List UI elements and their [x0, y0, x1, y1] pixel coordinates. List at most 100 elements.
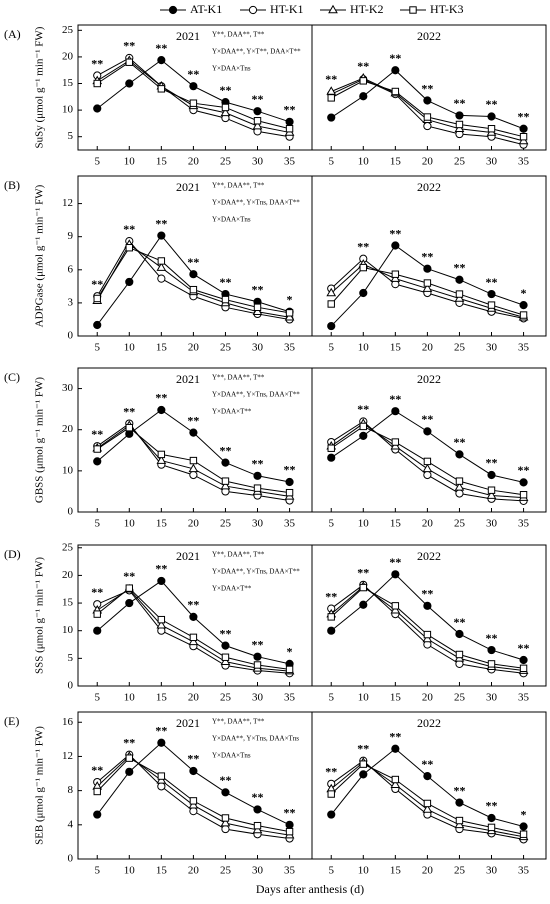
marker	[189, 766, 198, 776]
significance-mark: **	[325, 72, 337, 86]
significance-mark: **	[486, 631, 498, 645]
y-tick-label: 8	[68, 784, 74, 796]
marker	[157, 772, 166, 780]
stat-annotation: Y×DAA×Tns	[212, 216, 251, 224]
significance-mark: **	[389, 51, 401, 65]
y-tick-label: 12	[62, 750, 73, 762]
marker	[327, 453, 336, 462]
x-tick-label: 35	[518, 865, 530, 877]
marker	[93, 104, 102, 113]
x-tick-label: 10	[358, 865, 370, 877]
significance-mark: **	[155, 41, 167, 55]
x-tick-label: 5	[328, 692, 334, 704]
x-tick-label: 5	[94, 518, 100, 530]
significance-mark: **	[252, 283, 264, 297]
marker	[454, 293, 465, 302]
marker	[125, 244, 133, 252]
legend-marker	[168, 5, 178, 15]
panel-title: 2021	[176, 180, 200, 194]
y-tick-label: 10	[62, 464, 74, 476]
marker	[455, 290, 464, 298]
marker	[189, 797, 198, 805]
stat-annotation: Y×DAA×Tns	[212, 752, 251, 760]
x-tick-label: 5	[94, 156, 100, 168]
marker	[253, 303, 262, 312]
significance-mark: **	[187, 255, 199, 269]
x-tick-label: 20	[422, 518, 434, 530]
x-tick-label: 30	[486, 342, 498, 354]
x-tick-label: 10	[124, 865, 136, 877]
panel-title: 2021	[176, 372, 200, 386]
x-tick-label: 10	[358, 692, 370, 704]
x-tick-label: 35	[284, 865, 296, 877]
x-tick-label: 20	[422, 342, 434, 354]
marker	[189, 470, 198, 480]
significance-mark: **	[325, 765, 337, 779]
marker	[519, 133, 528, 141]
significance-mark: *	[521, 286, 527, 300]
marker	[93, 787, 101, 796]
x-tick-label: 35	[518, 156, 530, 168]
significance-mark: **	[284, 806, 296, 820]
significance-mark: **	[486, 799, 498, 813]
significance-mark: **	[421, 587, 433, 601]
y-tick-label: 0	[68, 680, 74, 692]
y-tick-label: 4	[68, 818, 74, 830]
significance-mark: **	[389, 555, 401, 569]
x-tick-label: 30	[252, 342, 264, 354]
panel-title: 2021	[176, 29, 200, 43]
significance-mark: **	[284, 463, 296, 477]
significance-mark: **	[453, 615, 465, 629]
x-tick-label: 35	[284, 156, 296, 168]
marker	[157, 274, 166, 283]
significance-mark: **	[453, 96, 465, 110]
marker	[221, 788, 230, 797]
marker	[220, 817, 231, 827]
x-tick-label: 15	[156, 156, 168, 168]
significance-mark: **	[518, 109, 530, 123]
stat-annotation: Y**, DAA**, T**	[212, 31, 265, 39]
x-tick-label: 20	[188, 692, 200, 704]
marker	[359, 92, 368, 101]
marker	[189, 82, 198, 91]
significance-mark: **	[518, 641, 530, 655]
x-tick-label: 15	[156, 865, 168, 877]
x-tick-label: 25	[454, 865, 466, 877]
marker	[93, 294, 101, 303]
marker	[93, 626, 102, 635]
significance-mark: **	[252, 92, 264, 106]
significance-mark: **	[123, 569, 135, 583]
marker	[252, 120, 263, 130]
significance-mark: **	[91, 277, 103, 291]
significance-mark: **	[187, 413, 199, 427]
marker	[285, 665, 294, 674]
marker	[455, 120, 464, 129]
x-tick-label: 5	[328, 342, 334, 354]
x-tick-label: 15	[390, 342, 402, 354]
x-tick-label: 35	[284, 518, 296, 530]
x-tick-label: 35	[284, 342, 296, 354]
significance-mark: **	[155, 562, 167, 576]
marker	[157, 782, 166, 791]
marker	[391, 602, 400, 610]
marker	[455, 111, 464, 120]
legend-label: HT-K2	[350, 2, 384, 16]
marker	[455, 450, 464, 459]
marker	[391, 438, 400, 446]
marker	[125, 58, 133, 66]
significance-mark: **	[357, 741, 369, 755]
marker	[486, 490, 497, 499]
x-tick-label: 35	[518, 692, 530, 704]
y-tick-label: 16	[62, 716, 74, 728]
stat-annotation: Y**, DAA**, T**	[212, 182, 265, 190]
marker	[93, 610, 101, 618]
marker	[391, 775, 400, 784]
marker	[221, 641, 230, 650]
y-axis-label: SEB (μmol g⁻¹ min⁻¹ FW)	[34, 726, 46, 845]
marker	[125, 754, 133, 762]
y-tick-label: 5	[68, 130, 74, 142]
significance-mark: **	[187, 752, 199, 766]
marker	[326, 287, 337, 297]
y-tick-label: 10	[62, 104, 74, 116]
marker	[221, 295, 230, 304]
